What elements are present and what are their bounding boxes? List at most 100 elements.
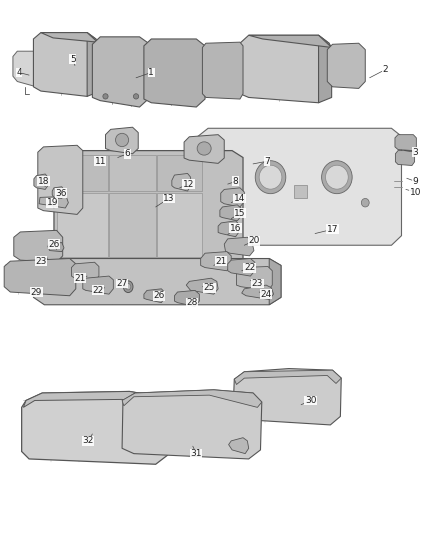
Polygon shape: [52, 187, 64, 198]
Polygon shape: [157, 155, 202, 191]
Polygon shape: [218, 221, 239, 237]
Text: 3: 3: [413, 148, 418, 157]
Ellipse shape: [103, 94, 108, 99]
Polygon shape: [87, 33, 98, 96]
Text: 5: 5: [70, 55, 76, 63]
Polygon shape: [396, 151, 415, 165]
Text: 25: 25: [204, 283, 215, 292]
Polygon shape: [33, 33, 96, 96]
Polygon shape: [220, 205, 241, 221]
Polygon shape: [228, 259, 255, 276]
Polygon shape: [92, 37, 150, 107]
Text: 23: 23: [252, 279, 263, 288]
Text: 15: 15: [234, 209, 246, 218]
Ellipse shape: [124, 281, 133, 293]
Polygon shape: [23, 391, 169, 413]
Polygon shape: [106, 127, 138, 154]
Polygon shape: [157, 193, 202, 257]
Polygon shape: [184, 135, 224, 164]
Ellipse shape: [321, 161, 352, 193]
Polygon shape: [48, 243, 64, 252]
Polygon shape: [233, 368, 341, 425]
Polygon shape: [21, 391, 169, 464]
Polygon shape: [242, 285, 274, 300]
Text: 7: 7: [264, 157, 270, 166]
Polygon shape: [57, 193, 108, 257]
Polygon shape: [229, 438, 249, 454]
Text: 22: 22: [92, 286, 103, 295]
Polygon shape: [327, 43, 365, 88]
Text: 10: 10: [410, 188, 421, 197]
Polygon shape: [234, 370, 341, 384]
Text: 8: 8: [233, 177, 238, 186]
Text: 14: 14: [234, 194, 245, 203]
Polygon shape: [144, 289, 164, 303]
Text: 26: 26: [153, 291, 164, 300]
Text: 19: 19: [46, 198, 58, 207]
Polygon shape: [395, 135, 417, 151]
Text: 20: 20: [248, 237, 260, 246]
Polygon shape: [13, 51, 41, 87]
Polygon shape: [34, 174, 48, 189]
Ellipse shape: [134, 94, 139, 99]
Polygon shape: [71, 262, 99, 281]
Text: 30: 30: [305, 396, 316, 405]
Text: 9: 9: [413, 177, 418, 186]
Polygon shape: [4, 259, 76, 296]
Text: 27: 27: [117, 279, 128, 288]
Text: 16: 16: [230, 224, 241, 233]
Polygon shape: [249, 35, 332, 47]
Ellipse shape: [197, 142, 211, 155]
Polygon shape: [224, 237, 254, 256]
Text: 21: 21: [74, 273, 86, 282]
Polygon shape: [201, 252, 231, 271]
Text: 24: 24: [261, 289, 272, 298]
Polygon shape: [221, 188, 244, 207]
Ellipse shape: [255, 161, 286, 193]
Ellipse shape: [259, 165, 282, 189]
Text: 32: 32: [82, 437, 94, 446]
Text: 18: 18: [38, 177, 49, 186]
Polygon shape: [186, 278, 218, 294]
Polygon shape: [122, 390, 262, 459]
Polygon shape: [240, 35, 329, 103]
Polygon shape: [14, 230, 63, 262]
Polygon shape: [57, 155, 108, 191]
Text: 29: 29: [31, 287, 42, 296]
Polygon shape: [202, 42, 243, 99]
Polygon shape: [122, 390, 262, 407]
Text: 23: 23: [35, 257, 46, 265]
Ellipse shape: [325, 165, 348, 189]
Polygon shape: [54, 151, 243, 266]
Text: 21: 21: [215, 257, 227, 265]
Ellipse shape: [116, 133, 129, 147]
Text: 22: 22: [244, 263, 255, 272]
Polygon shape: [198, 128, 402, 245]
Polygon shape: [109, 193, 155, 257]
Polygon shape: [144, 39, 205, 107]
Text: 36: 36: [55, 189, 67, 198]
Text: 1: 1: [148, 68, 154, 77]
Polygon shape: [174, 290, 199, 306]
Polygon shape: [38, 146, 83, 214]
Text: 6: 6: [124, 149, 130, 158]
Text: 2: 2: [382, 66, 388, 74]
Text: 12: 12: [183, 180, 194, 189]
Polygon shape: [39, 196, 68, 208]
Text: 17: 17: [327, 225, 338, 234]
Text: 4: 4: [16, 68, 22, 77]
Polygon shape: [41, 33, 98, 42]
Text: 13: 13: [163, 194, 174, 203]
Polygon shape: [172, 173, 191, 191]
Polygon shape: [83, 276, 113, 294]
Polygon shape: [269, 259, 281, 305]
Polygon shape: [237, 266, 272, 290]
Ellipse shape: [126, 284, 131, 290]
Polygon shape: [109, 155, 155, 191]
Ellipse shape: [361, 198, 369, 207]
Text: 28: 28: [186, 298, 198, 307]
Text: 11: 11: [95, 157, 106, 166]
Polygon shape: [318, 35, 332, 103]
Text: 31: 31: [191, 449, 202, 458]
Polygon shape: [33, 259, 281, 305]
